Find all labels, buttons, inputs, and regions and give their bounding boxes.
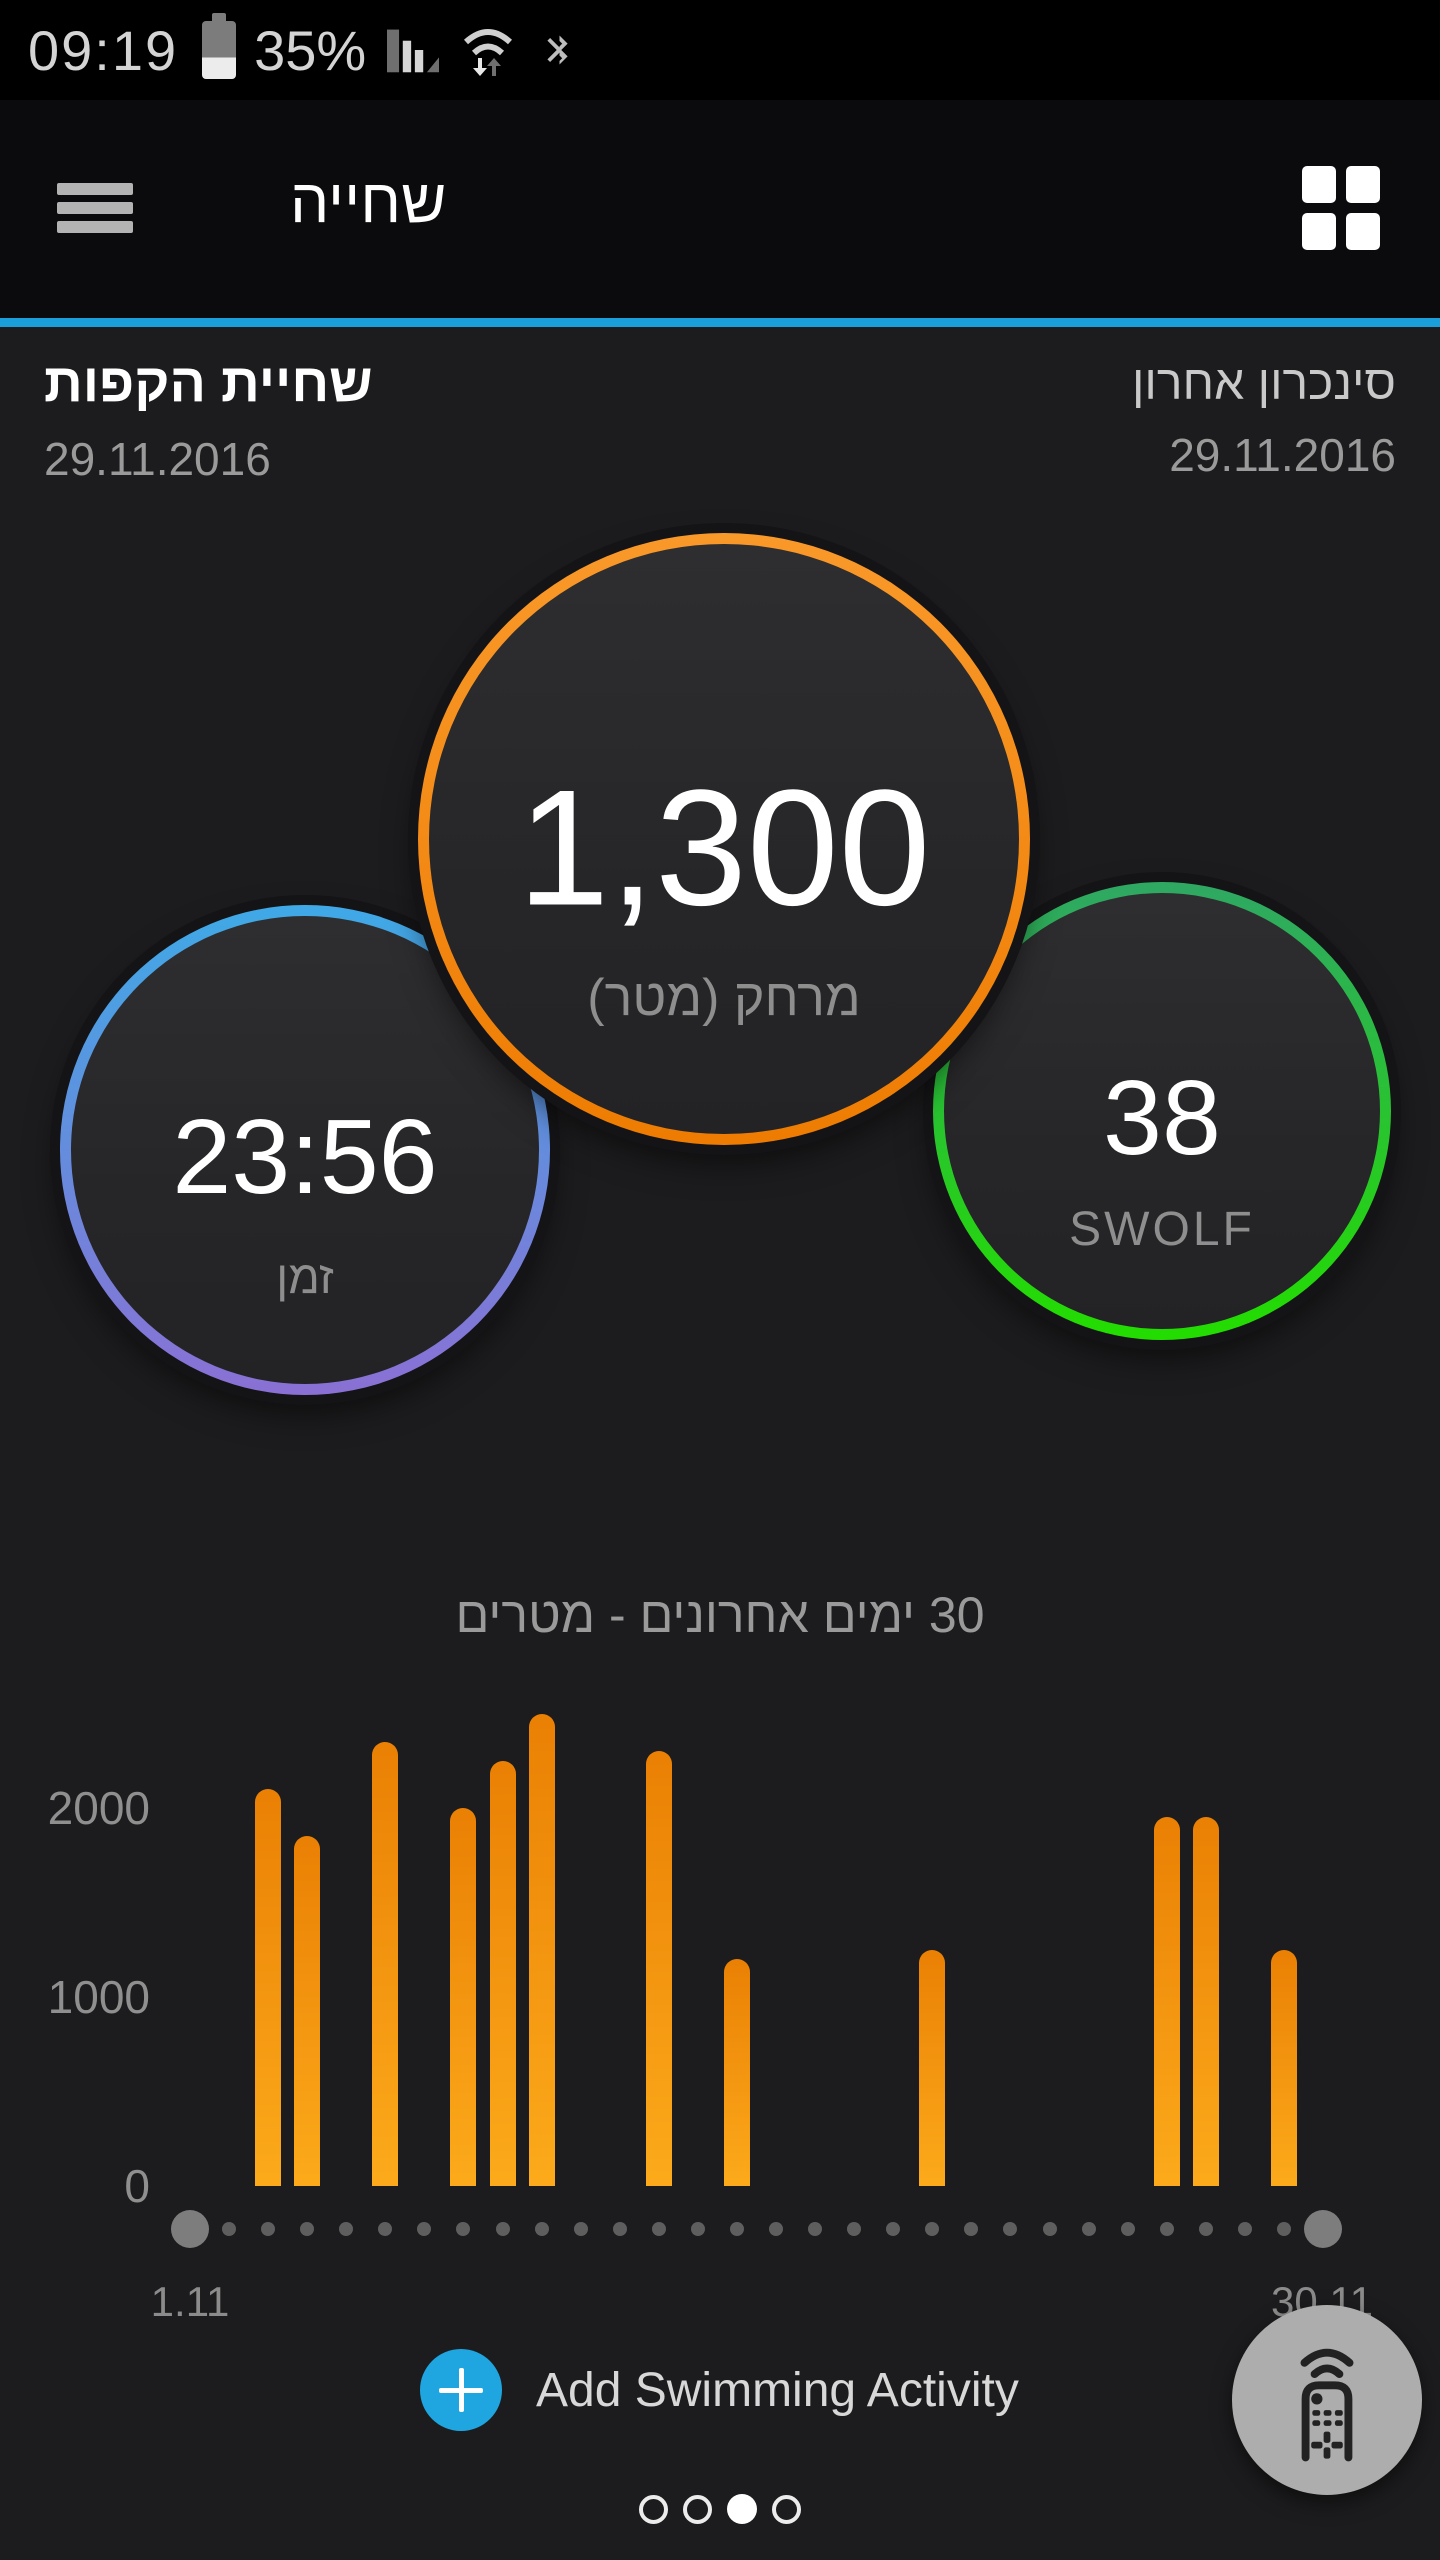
add-swimming-activity-label: Add Swimming Activity: [536, 2363, 1019, 2417]
page-indicator-dot[interactable]: [727, 2494, 757, 2524]
menu-icon[interactable]: [57, 183, 133, 233]
wifi-icon: [464, 29, 513, 76]
y-axis-tick-2000: 2000: [47, 1782, 150, 1834]
timeline-dot: [651, 2222, 666, 2236]
app-header: שחייה: [0, 100, 1440, 318]
y-axis-tick-0: 0: [124, 2160, 150, 2212]
timeline-dot: [573, 2222, 588, 2236]
status-time: 09:19: [28, 18, 179, 82]
y-axis-tick-1000: 1000: [47, 1971, 150, 2023]
chart-bar: [450, 1808, 477, 2186]
timeline-dot: [1042, 2222, 1057, 2236]
page-indicator-dot[interactable]: [772, 2494, 801, 2524]
accent-divider: [0, 318, 1440, 327]
page-indicator-dot[interactable]: [683, 2494, 712, 2524]
distance-value: 1,300: [517, 755, 931, 940]
status-bar: 09:19 35%: [0, 0, 1440, 100]
chart-bar: [723, 1959, 750, 2186]
timeline-dot: [300, 2222, 315, 2236]
timeline-dot: [1081, 2222, 1096, 2236]
page-indicator: [0, 2494, 1440, 2524]
timeline-handle[interactable]: [171, 2210, 209, 2248]
time-label: זמן: [276, 1251, 334, 1304]
swolf-value: 38: [1103, 1058, 1221, 1177]
chart-bar: [645, 1751, 672, 2186]
activity-title: שחיית הקפות: [44, 353, 373, 413]
timeline-dot: [417, 2222, 432, 2236]
timeline-dot: [847, 2222, 862, 2236]
time-value: 23:56: [172, 1098, 438, 1217]
distance-ring-fill: [429, 544, 1019, 1134]
timeline-dot: [456, 2222, 471, 2236]
activity-date: 29.11.2016: [44, 433, 271, 485]
bluetooth-icon: [547, 35, 568, 65]
chart-bar: [919, 1949, 946, 2186]
timeline-dot: [729, 2222, 744, 2236]
timeline-dot: [690, 2222, 705, 2236]
page-indicator-dot[interactable]: [639, 2494, 668, 2524]
timeline-dot: [886, 2222, 901, 2236]
chart-bar: [372, 1741, 399, 2186]
battery-percent: 35%: [254, 18, 367, 82]
cell-signal-icon: [387, 29, 440, 73]
timeline-dot: [495, 2222, 510, 2236]
swolf-ring[interactable]: 38 SWOLF: [933, 882, 1391, 1340]
timeline-dot: [769, 2222, 784, 2236]
remote-control-icon: [1300, 2348, 1354, 2462]
timeline-handle[interactable]: [1304, 2210, 1343, 2248]
timeline-dot: [1198, 2222, 1213, 2236]
timeline-dot: [1120, 2222, 1135, 2236]
battery-icon: [202, 13, 237, 79]
add-swimming-activity-button[interactable]: Add Swimming Activity: [420, 2340, 1019, 2440]
last-sync-label: סינכרון אחרון: [1131, 357, 1396, 410]
timeline-dot: [1276, 2222, 1291, 2236]
timeline-dot: [612, 2222, 627, 2236]
timeline-dot: [808, 2222, 823, 2236]
timeline-dot: [261, 2222, 276, 2236]
timeline-dot: [1237, 2222, 1252, 2236]
chart-bar: [489, 1760, 516, 2186]
chart-bar: [1192, 1817, 1219, 2186]
distance-label: מרחק (מטר): [587, 969, 861, 1028]
plus-icon: [420, 2349, 502, 2431]
chart-bar: [1153, 1817, 1180, 2186]
page-title: שחייה: [290, 167, 447, 236]
last-sync-date: 29.11.2016: [1169, 429, 1396, 481]
x-axis-start-label: 1.11: [150, 2278, 230, 2325]
remote-control-fab[interactable]: [1232, 2305, 1422, 2495]
swolf-ring-fill: [944, 893, 1380, 1329]
timeline-dot: [222, 2222, 237, 2236]
timeline-dot: [964, 2222, 979, 2236]
distance-ring[interactable]: 1,300 מרחק (מטר): [418, 533, 1030, 1145]
chart-title: 30 ימים אחרונים - מטרים: [455, 1587, 985, 1643]
swolf-label: SWOLF: [1069, 1203, 1255, 1257]
timeline-dot: [534, 2222, 549, 2236]
timeline-dot: [339, 2222, 354, 2236]
chart-bar: [294, 1836, 321, 2186]
chart-bar: [528, 1713, 555, 2186]
timeline-dot: [1159, 2222, 1174, 2236]
chart-bar: [1270, 1949, 1297, 2186]
timeline-dot: [925, 2222, 940, 2236]
chart-bar: [255, 1789, 282, 2186]
dashboard-grid-icon[interactable]: [1302, 166, 1382, 250]
timeline-dot: [378, 2222, 393, 2236]
timeline-dot: [1003, 2222, 1018, 2236]
